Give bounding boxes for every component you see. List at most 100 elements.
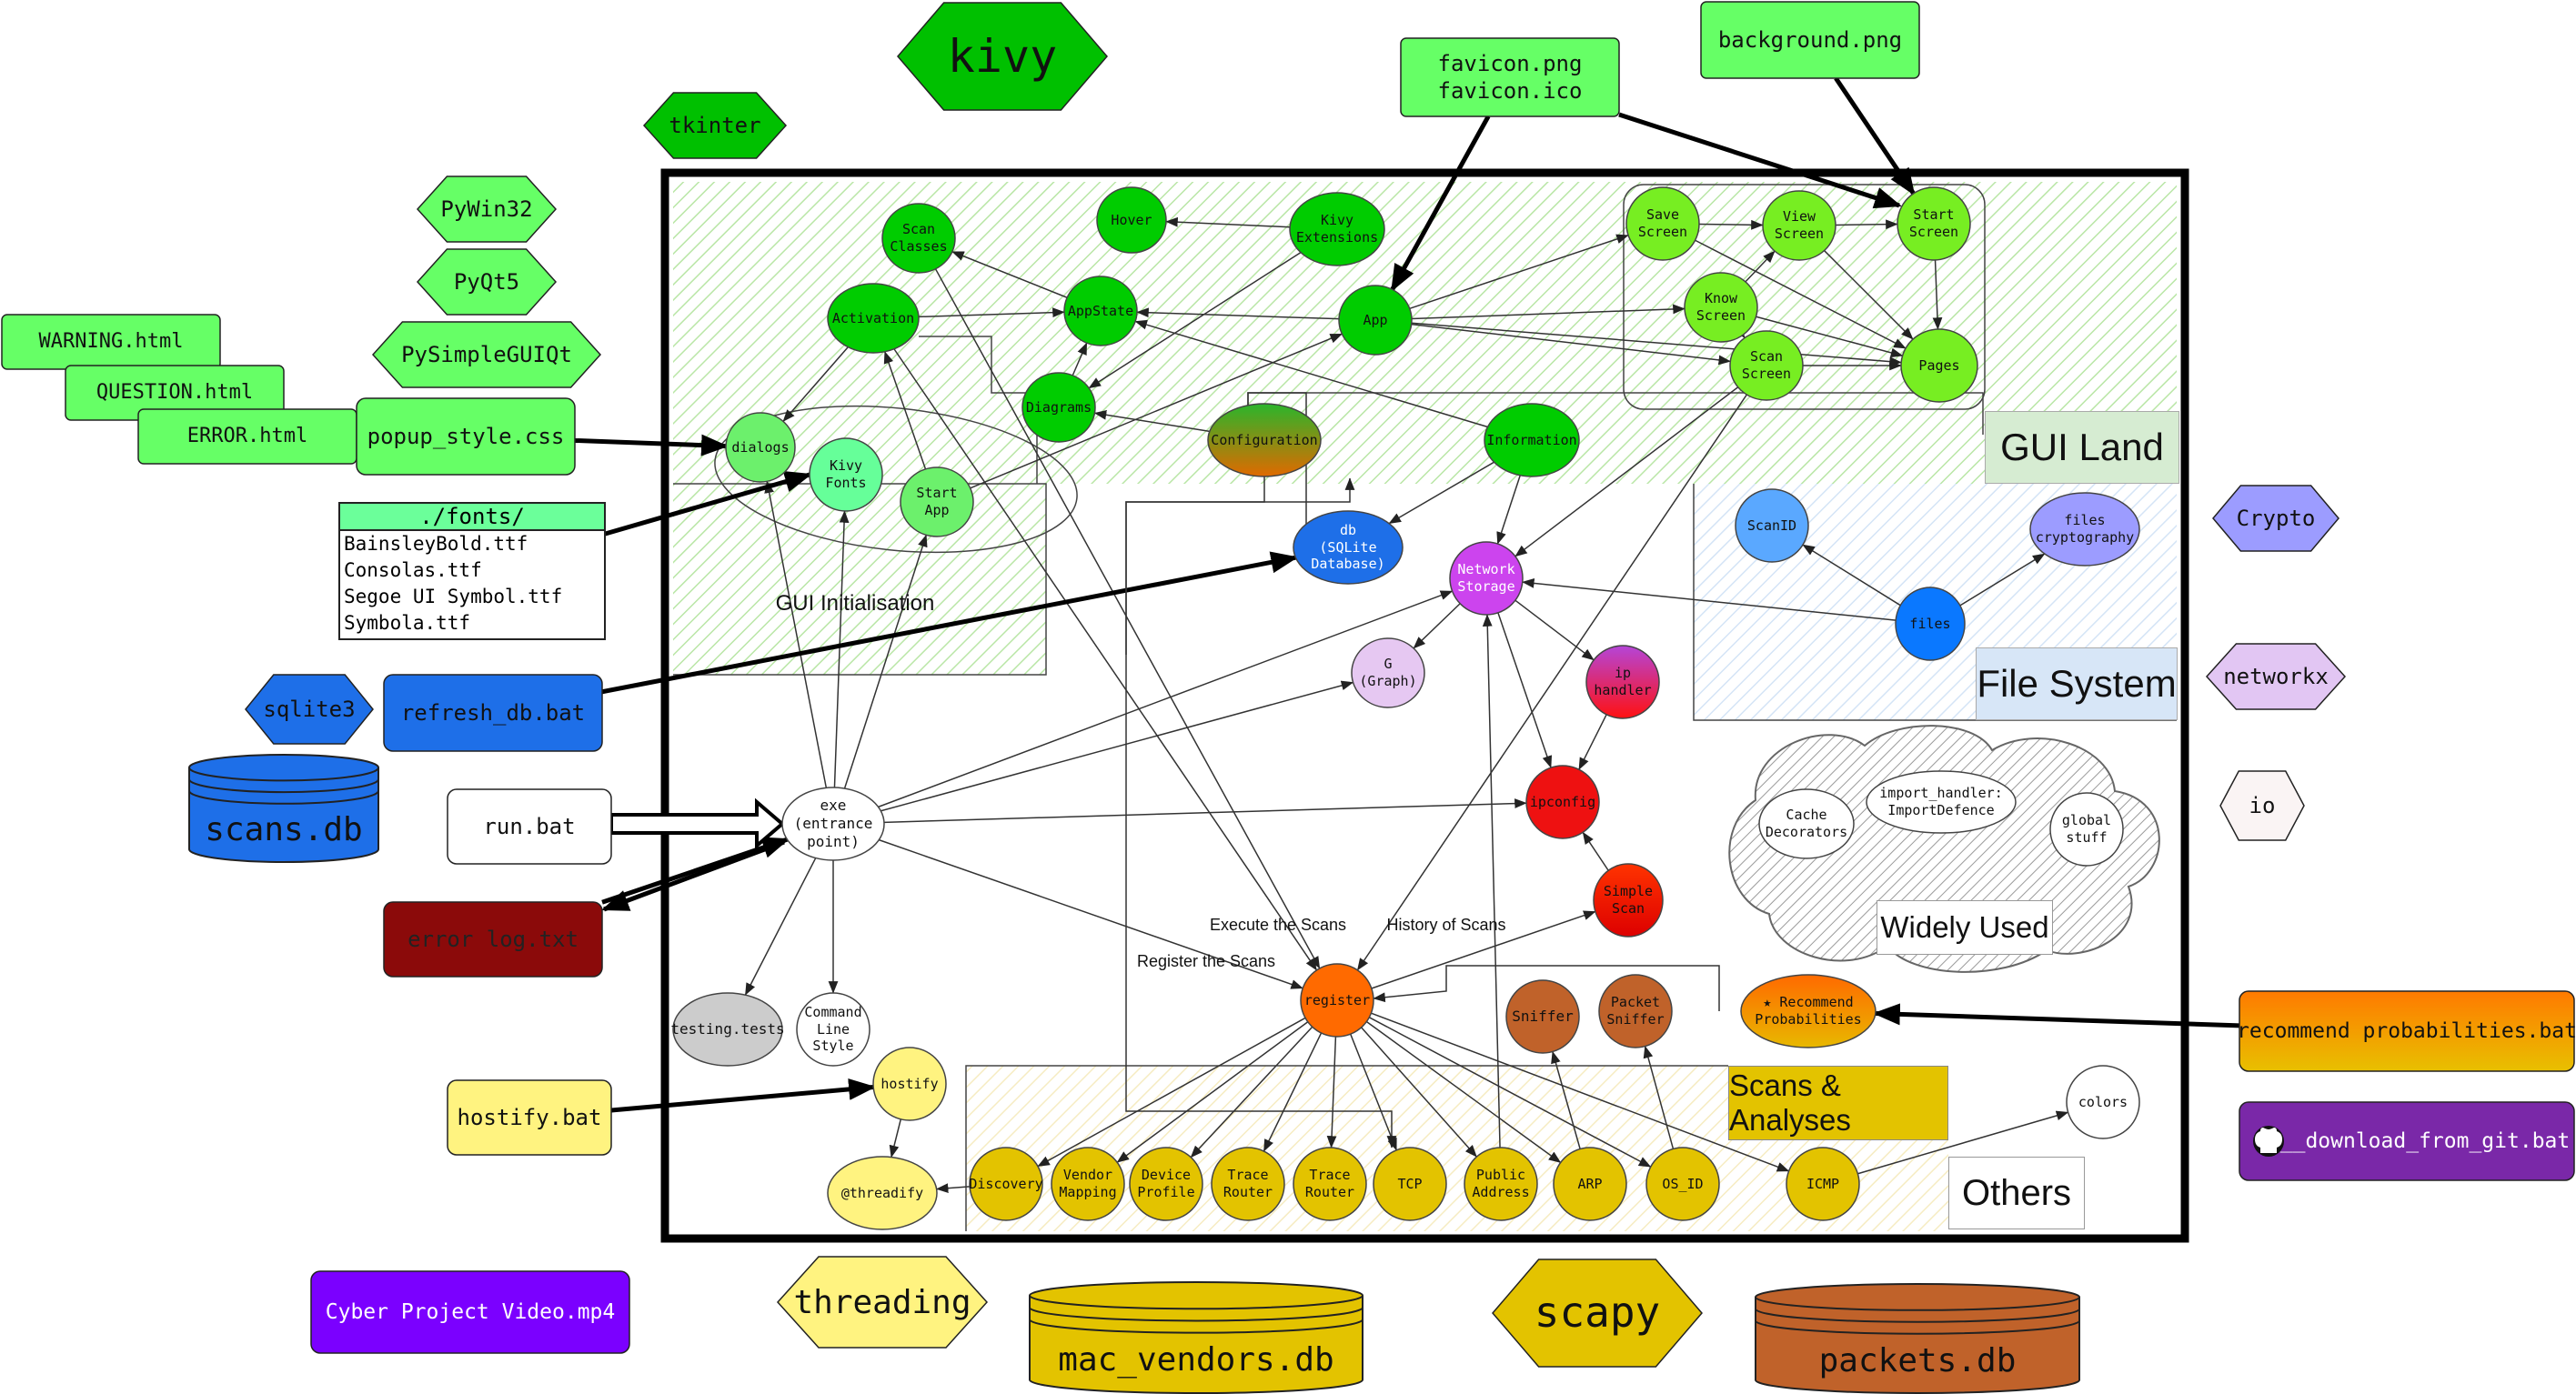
file-recommend-box xyxy=(2239,990,2575,1072)
edge-save_screen-to-pages xyxy=(1695,239,1907,349)
edge-register-to-simple_scan xyxy=(1371,910,1596,989)
font-item: Segoe UI Symbol.ttf xyxy=(344,586,563,607)
db-mac-database xyxy=(1029,1281,1363,1394)
simple_scan-node xyxy=(1593,863,1664,938)
packet_sniffer-node xyxy=(1598,974,1673,1048)
lib-sqlite3-hex xyxy=(245,674,374,745)
edge-recommend-in xyxy=(1373,965,1720,1011)
lib-networkx-hex xyxy=(2205,643,2347,710)
files_crypto-label: files cryptography xyxy=(2035,512,2135,546)
edge-activation-to-register xyxy=(893,348,1318,971)
edge-information-to-db xyxy=(1388,461,1494,525)
edge-favicon-to-start-screen xyxy=(1618,112,1902,209)
gui-land-label: GUI Land xyxy=(1985,411,2179,484)
edge-start_app-to-app xyxy=(970,333,1343,489)
diagrams-node xyxy=(1021,372,1096,443)
scan_screen-node xyxy=(1729,330,1804,401)
edge-arp-to-sniffer xyxy=(1551,1050,1581,1149)
lib-crypto-hex xyxy=(2212,485,2340,552)
recommend-label: ★ Recommend Probabilities xyxy=(1755,994,1862,1028)
diagrams-label: Diagrams xyxy=(1025,398,1092,416)
tcp-label: TCP xyxy=(1397,1175,1423,1192)
vendor_mapping-label: Vendor Mapping xyxy=(1059,1167,1117,1200)
edge-file-hostify-to-hostify xyxy=(610,1078,877,1113)
import_handler-label: import_handler: ImportDefence xyxy=(1879,785,2003,818)
edge-register-to-tcp xyxy=(1350,1033,1397,1151)
discovery-node xyxy=(969,1147,1043,1221)
db-mac-label: mac_vendors.db xyxy=(1058,1340,1334,1379)
lib-pywin32-label: PyWin32 xyxy=(440,196,533,222)
scans-analyses-label: Scans & Analyses xyxy=(1728,1066,1948,1140)
kivy_fonts-label: Kivy Fonts xyxy=(825,457,867,491)
edge-network_storage-to-ipconfig xyxy=(1497,612,1553,768)
testing-node xyxy=(672,992,783,1067)
discovery-label: Discovery xyxy=(969,1175,1043,1192)
start_screen-node xyxy=(1897,186,1971,261)
edge-exe-to-dialogs xyxy=(764,480,828,788)
edge-network_storage-to-ip_handler xyxy=(1514,599,1595,661)
edge-information-to-network_storage xyxy=(1496,475,1521,545)
edge-kivy_extensions-to-diagrams xyxy=(1088,251,1302,389)
edge-scan_screen-to-register xyxy=(1356,394,1748,971)
file-system-label: File System xyxy=(1976,647,2178,720)
lib-scapy-hex xyxy=(1492,1259,1703,1368)
db-scans-label: scans.db xyxy=(205,811,363,849)
save_screen-label: Save Screen xyxy=(1637,206,1688,240)
public_address-node xyxy=(1464,1147,1538,1221)
edge-file-background-to-start_screen xyxy=(1834,76,1916,196)
know_screen-label: Know Screen xyxy=(1696,290,1746,324)
arp-label: ARP xyxy=(1577,1175,1603,1192)
scanid-label: ScanID xyxy=(1746,516,1797,534)
trace_router_1-node xyxy=(1211,1147,1285,1221)
file-error-label: ERROR.html xyxy=(186,425,308,448)
file-background-box xyxy=(1700,1,1920,79)
kivy_extensions-label: Kivy Extensions xyxy=(1295,212,1379,246)
edge-kivy_extensions-to-hover xyxy=(1165,216,1291,228)
edge-scan_screen-to-network_storage xyxy=(1514,386,1739,557)
fonts-box: ./fonts/ BainsleyBold.ttf Consolas.ttf S… xyxy=(338,502,606,640)
edge-start_screen-to-pages xyxy=(1932,259,1943,330)
edge-register-to-os_id xyxy=(1368,1017,1652,1168)
edge-know_screen-to-pages xyxy=(1756,316,1904,358)
activation-node xyxy=(827,283,920,354)
edge-file-popup-to-dialogs xyxy=(574,434,730,456)
edge-know_screen-to-view_screen xyxy=(1745,250,1776,283)
edge-register-to-arp xyxy=(1365,1020,1562,1164)
edge-register-to-public_address xyxy=(1361,1027,1477,1158)
lib-tkinter-hex xyxy=(642,92,788,159)
save_screen-node xyxy=(1625,186,1700,261)
edge-discovery-to-threadify xyxy=(935,1183,971,1194)
edge-exe-to-network_storage xyxy=(878,590,1454,808)
edge-app-to-appstate xyxy=(1136,307,1340,320)
edge-app-to-scan_screen xyxy=(1411,323,1731,366)
edge-ip_handler-to-ipconfig xyxy=(1578,714,1607,770)
activation-label: Activation xyxy=(831,309,915,326)
configuration-node xyxy=(1207,403,1322,477)
others-label: Others xyxy=(1948,1157,2085,1229)
edge-exe-to-g_graph xyxy=(880,680,1354,812)
ipconfig-node xyxy=(1525,765,1600,839)
start_app-node xyxy=(900,466,974,537)
gui-init-label: GUI Initialisation xyxy=(775,591,935,616)
edge-run-to-exe xyxy=(609,797,786,850)
start_app-label: Start App xyxy=(916,485,958,518)
lib-threading-hex xyxy=(776,1256,989,1349)
fonts-title: ./fonts/ xyxy=(340,504,604,531)
edge-fonts-to-kivy-fonts xyxy=(601,470,812,537)
tcp-node xyxy=(1373,1147,1447,1221)
know_screen-node xyxy=(1684,272,1758,343)
edge-os_id-to-packet_sniffer xyxy=(1643,1045,1675,1149)
edge-simple_scan-to-ipconfig xyxy=(1582,831,1609,871)
db-packets-database xyxy=(1755,1283,2080,1394)
sniffer-label: Sniffer xyxy=(1512,1008,1574,1025)
file-popup-label: popup_style.css xyxy=(367,424,565,449)
lib-pyqt5-label: PyQt5 xyxy=(453,269,520,295)
global_stuff-label: global stuff xyxy=(2061,812,2112,846)
font-item: BainsleyBold.ttf xyxy=(344,533,528,555)
testing-label: testing.tests xyxy=(670,1020,785,1038)
simple_scan-label: Simple Scan xyxy=(1603,883,1654,917)
vendor_mapping-node xyxy=(1051,1147,1125,1221)
network_storage-node xyxy=(1449,541,1524,616)
hover-node xyxy=(1096,186,1167,254)
